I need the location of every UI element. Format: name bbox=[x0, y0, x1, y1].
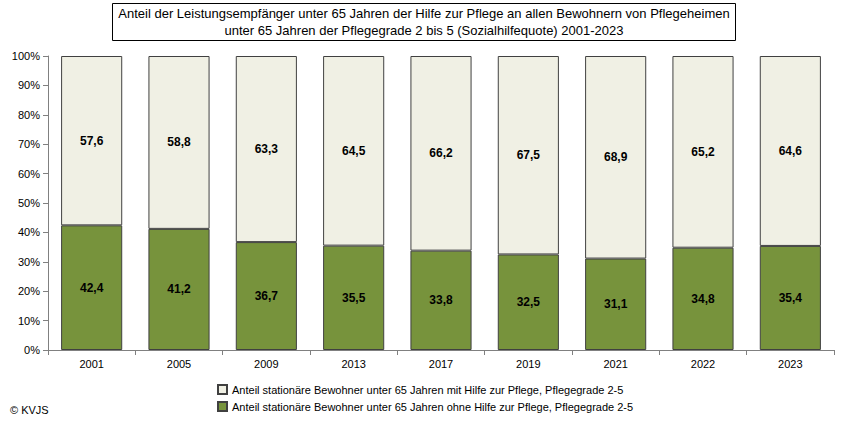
svg-text:Anteil stationäre Bewohner unt: Anteil stationäre Bewohner unter 65 Jahr… bbox=[232, 401, 633, 413]
svg-text:2013: 2013 bbox=[341, 358, 365, 370]
svg-text:30%: 30% bbox=[18, 256, 40, 268]
svg-text:58,8: 58,8 bbox=[167, 135, 191, 149]
svg-text:2021: 2021 bbox=[603, 358, 627, 370]
svg-text:2005: 2005 bbox=[167, 358, 191, 370]
svg-text:2019: 2019 bbox=[516, 358, 540, 370]
svg-text:36,7: 36,7 bbox=[255, 289, 279, 303]
svg-text:60%: 60% bbox=[18, 168, 40, 180]
svg-text:70%: 70% bbox=[18, 138, 40, 150]
svg-text:35,4: 35,4 bbox=[779, 291, 803, 305]
svg-text:100%: 100% bbox=[12, 50, 40, 62]
svg-text:64,5: 64,5 bbox=[342, 144, 366, 158]
svg-text:2017: 2017 bbox=[429, 358, 453, 370]
svg-text:41,2: 41,2 bbox=[167, 282, 191, 296]
svg-text:2009: 2009 bbox=[254, 358, 278, 370]
svg-text:57,6: 57,6 bbox=[80, 134, 104, 148]
svg-text:10%: 10% bbox=[18, 315, 40, 327]
svg-text:64,6: 64,6 bbox=[779, 144, 803, 158]
svg-text:0%: 0% bbox=[24, 344, 40, 356]
svg-text:33,8: 33,8 bbox=[429, 293, 453, 307]
svg-text:Anteil stationäre Bewohner unt: Anteil stationäre Bewohner unter 65 Jahr… bbox=[232, 384, 623, 396]
svg-text:© KVJS: © KVJS bbox=[10, 404, 49, 416]
svg-text:31,1: 31,1 bbox=[604, 297, 628, 311]
svg-text:68,9: 68,9 bbox=[604, 150, 628, 164]
svg-text:90%: 90% bbox=[18, 79, 40, 91]
svg-text:unter 65 Jahren der Pflegegrad: unter 65 Jahren der Pflegegrade 2 bis 5 … bbox=[225, 23, 624, 38]
svg-text:63,3: 63,3 bbox=[255, 142, 279, 156]
svg-text:34,8: 34,8 bbox=[691, 292, 715, 306]
svg-text:42,4: 42,4 bbox=[80, 281, 104, 295]
svg-text:66,2: 66,2 bbox=[429, 146, 453, 160]
svg-text:2022: 2022 bbox=[691, 358, 715, 370]
svg-text:20%: 20% bbox=[18, 285, 40, 297]
svg-text:50%: 50% bbox=[18, 197, 40, 209]
svg-text:Anteil der Leistungsempfänger: Anteil der Leistungsempfänger unter 65 J… bbox=[118, 6, 729, 21]
svg-text:40%: 40% bbox=[18, 226, 40, 238]
svg-text:65,2: 65,2 bbox=[691, 145, 715, 159]
svg-text:2001: 2001 bbox=[79, 358, 103, 370]
svg-text:2023: 2023 bbox=[778, 358, 802, 370]
svg-text:32,5: 32,5 bbox=[517, 295, 541, 309]
svg-text:80%: 80% bbox=[18, 109, 40, 121]
svg-text:67,5: 67,5 bbox=[517, 148, 541, 162]
svg-text:35,5: 35,5 bbox=[342, 291, 366, 305]
